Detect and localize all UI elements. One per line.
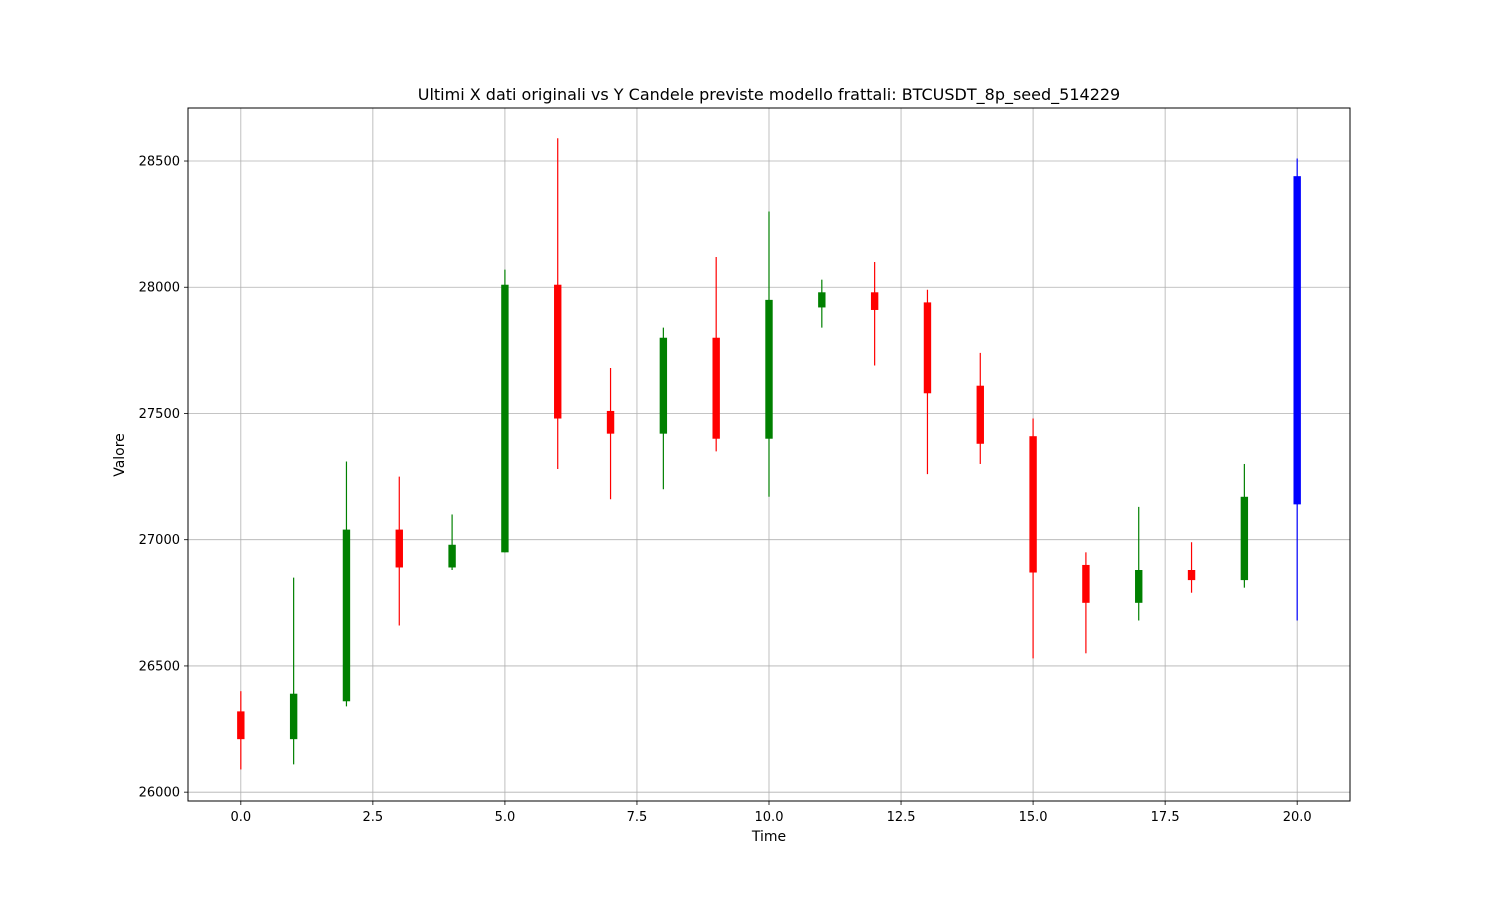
y-tick-label: 27000: [139, 533, 180, 548]
candle-body: [1135, 570, 1143, 603]
candle: [237, 691, 245, 770]
candle: [289, 577, 298, 765]
y-tick-label: 26500: [139, 659, 180, 674]
candle-body: [1029, 436, 1037, 573]
x-tick-label: 10.0: [755, 810, 784, 825]
candle: [870, 262, 879, 366]
x-tick-label: 17.5: [1151, 810, 1180, 825]
candle-body: [501, 284, 509, 553]
x-tick-label: 20.0: [1283, 810, 1312, 825]
candle: [1240, 463, 1249, 588]
x-tick-label: 5.0: [495, 810, 516, 825]
candle-body: [289, 693, 298, 740]
candle-body: [554, 284, 562, 419]
candle-body: [659, 337, 668, 434]
candle: [1135, 506, 1143, 621]
x-tick-label: 7.5: [627, 810, 648, 825]
candle-body: [923, 302, 932, 394]
candle: [554, 138, 562, 470]
candle-body: [818, 292, 826, 308]
candle-body: [1187, 570, 1196, 581]
candle: [1029, 418, 1037, 659]
candle-body: [342, 529, 351, 702]
candle: [818, 279, 826, 328]
y-tick-label: 28500: [139, 155, 180, 170]
candle: [395, 476, 403, 626]
y-tick-label: 27500: [139, 407, 180, 422]
candle-body: [1240, 496, 1249, 581]
candle: [712, 256, 720, 452]
candle-body: [1293, 176, 1301, 505]
candle: [1293, 158, 1301, 621]
y-tick-label: 28000: [139, 281, 180, 296]
candle: [659, 327, 668, 490]
candle: [606, 368, 615, 500]
candle: [1187, 542, 1196, 593]
x-tick-label: 12.5: [887, 810, 916, 825]
candle-body: [448, 544, 456, 568]
candle: [1082, 552, 1090, 654]
y-axis-label: Valore: [112, 433, 128, 477]
x-tick-label: 15.0: [1019, 810, 1048, 825]
y-tick-label: 26000: [139, 786, 180, 801]
candle-body: [395, 529, 403, 568]
x-axis-label: Time: [751, 829, 786, 845]
candle-body: [870, 292, 879, 310]
candle-body: [1082, 564, 1090, 603]
candle: [342, 461, 351, 707]
candle: [501, 269, 509, 553]
candle-body: [237, 711, 245, 740]
candle: [448, 514, 456, 570]
candle-body: [976, 385, 984, 444]
candle: [765, 211, 773, 497]
candle-layer: [237, 138, 1301, 770]
x-tick-label: 0.0: [230, 810, 251, 825]
candle-body: [712, 337, 720, 439]
candle: [923, 289, 932, 475]
chart-title: Ultimi X dati originali vs Y Candele pre…: [418, 85, 1120, 105]
candle: [976, 352, 984, 464]
tick-layer: 0.0 2.5 5.0 7.5 10.0 12.5 15.0 17.5 20.0 26000 265…: [139, 155, 1312, 825]
candle-body: [765, 299, 773, 439]
x-tick-label: 2.5: [363, 810, 384, 825]
candle-body: [606, 410, 615, 434]
